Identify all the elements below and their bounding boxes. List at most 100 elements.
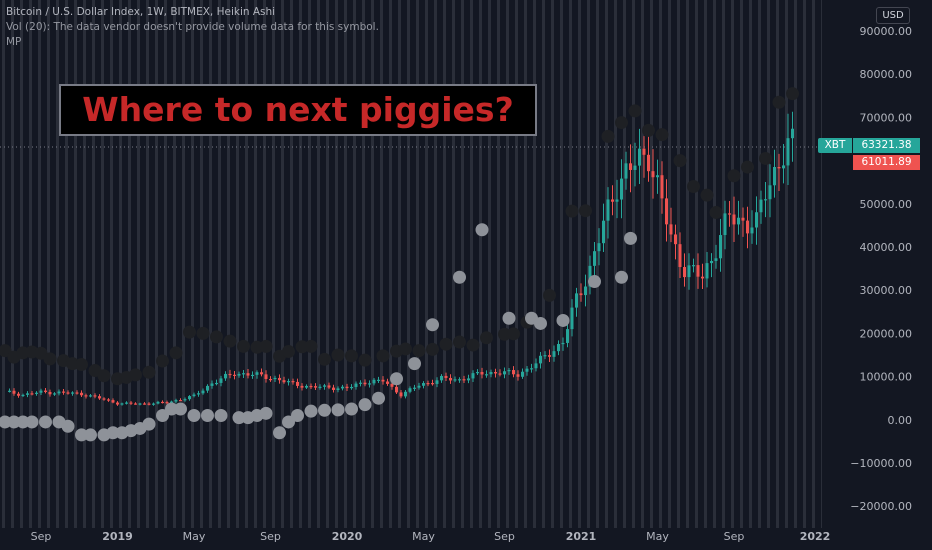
candle [228, 369, 232, 379]
symbol-title[interactable]: Bitcoin / U.S. Dollar Index, 1W, BITMEX,… [6, 6, 276, 18]
stripe [524, 0, 527, 528]
candle-body [278, 377, 281, 381]
stripe [407, 0, 410, 528]
stripe [776, 0, 779, 528]
candle [458, 377, 461, 383]
candle [498, 369, 502, 377]
candle-body [611, 199, 614, 202]
candle [152, 402, 155, 406]
lower-dot [39, 415, 52, 429]
candle-body [597, 243, 601, 252]
candle-body [363, 382, 367, 385]
candle-body [458, 379, 461, 381]
upper-dot [741, 160, 754, 174]
candle-body [759, 199, 763, 213]
lower-dot [156, 408, 169, 422]
candle-body [602, 220, 605, 244]
upper-dot [687, 180, 700, 194]
candle [219, 375, 223, 387]
stripe [155, 0, 158, 528]
stripe [245, 0, 248, 528]
time-axis: Sep 2019 May Sep 2020 May Sep 2021 May Sep 2022 [0, 528, 932, 550]
volume-indicator-label[interactable]: Vol (20): The data vendor doesn't provid… [6, 21, 379, 33]
lower-dot [304, 404, 318, 418]
candle [251, 371, 254, 379]
stripe [506, 0, 509, 528]
candle-body [593, 251, 596, 266]
candle [273, 375, 277, 382]
candle [471, 370, 475, 383]
candle [543, 351, 547, 360]
stripe [461, 0, 464, 528]
stripe [578, 0, 581, 528]
stripe [164, 0, 167, 528]
candle-body [71, 392, 74, 394]
candle [309, 383, 313, 390]
candle [435, 377, 439, 388]
stripe [137, 0, 140, 528]
candle-body [660, 175, 664, 199]
candle-body [206, 385, 209, 391]
upper-dot [655, 128, 669, 142]
price-tick-label: 20000.00 [860, 327, 913, 340]
candle [66, 390, 70, 395]
candle-body [498, 373, 502, 375]
upper-dot [196, 326, 210, 340]
candle-body [408, 388, 412, 392]
candle [696, 253, 700, 289]
candle-body [251, 374, 254, 377]
lower-dot [106, 426, 120, 440]
candle-body [228, 373, 232, 376]
candle [17, 391, 20, 398]
stripe [353, 0, 356, 528]
stripe [641, 0, 644, 528]
candle-body [714, 258, 718, 261]
stripe [29, 0, 32, 528]
upper-dot [759, 151, 772, 165]
candle-body [224, 373, 227, 379]
mp-indicator-label[interactable]: MP [6, 36, 22, 48]
candle-body [449, 377, 452, 381]
candle [773, 149, 776, 198]
upper-dot [601, 129, 615, 143]
candle-body [80, 392, 83, 396]
candle-body [332, 387, 335, 390]
candle-body [476, 372, 479, 374]
candle-body [606, 199, 610, 221]
lower-dot [259, 406, 273, 420]
candle [35, 391, 38, 396]
candle [57, 389, 61, 396]
stripe [344, 0, 347, 528]
lower-dot [588, 275, 601, 289]
stripe [452, 0, 455, 528]
candle-body [444, 375, 448, 378]
lower-dot [214, 408, 228, 422]
candle-body [260, 372, 263, 375]
currency-button[interactable]: USD [876, 7, 910, 24]
candle [683, 253, 686, 287]
candle-body [116, 402, 119, 405]
candle [579, 283, 583, 302]
stripe [110, 0, 113, 528]
upper-dot [376, 349, 390, 363]
candle-body [530, 368, 533, 370]
candle-body [678, 244, 682, 268]
candle [566, 320, 569, 348]
candle [462, 375, 466, 384]
upper-dot [453, 335, 466, 349]
lower-dot [426, 318, 439, 332]
stripe [2, 0, 5, 528]
candle [656, 159, 659, 194]
candle-body [98, 396, 101, 399]
stripe [101, 0, 104, 528]
candle [732, 196, 736, 242]
candle [408, 386, 412, 394]
time-axis-bg [0, 528, 932, 550]
candle [111, 398, 115, 404]
candle-body [543, 355, 547, 357]
candle [260, 368, 263, 377]
candle [75, 390, 79, 395]
candle-body [561, 342, 565, 345]
price-tick-label: 40000.00 [860, 241, 913, 254]
